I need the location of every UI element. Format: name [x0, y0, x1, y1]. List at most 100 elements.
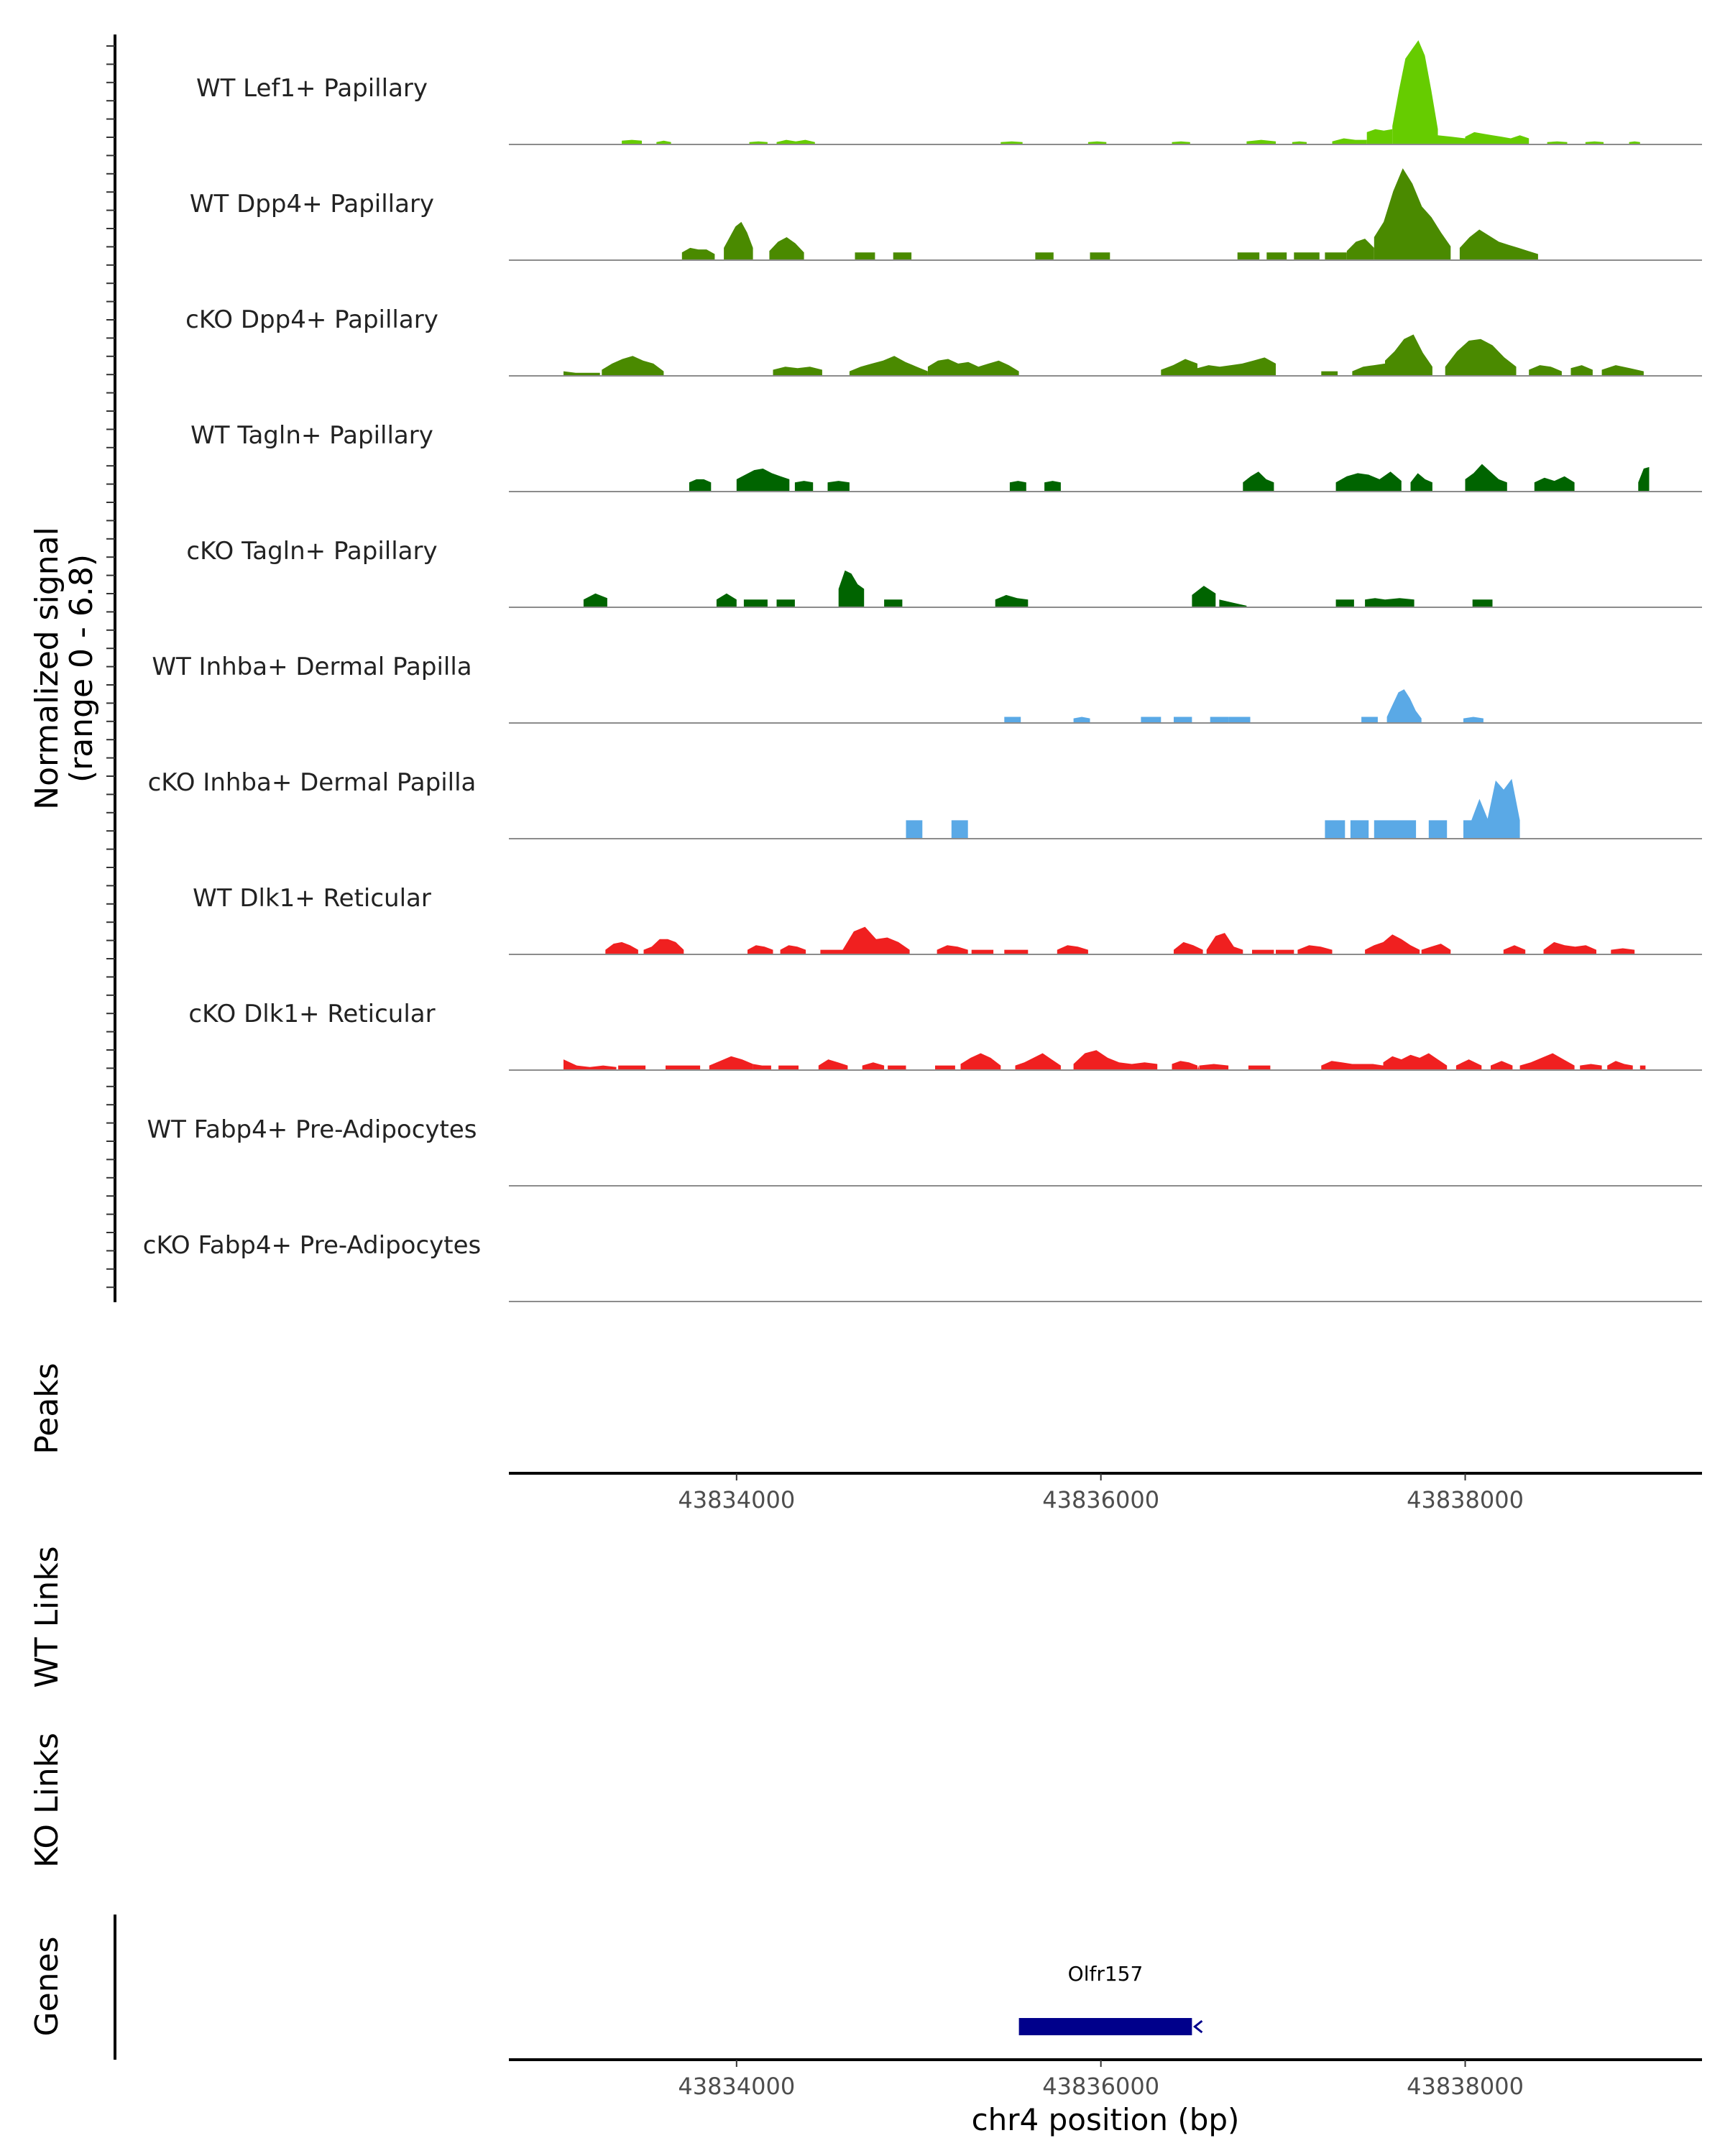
coverage-peak — [1090, 252, 1110, 260]
coverage-peak — [1465, 464, 1507, 492]
coverage-peak — [1519, 1053, 1575, 1070]
coverage-peak — [1332, 138, 1367, 144]
coverage-peak — [748, 945, 773, 954]
coverage-peak — [1073, 1050, 1119, 1070]
coverage-peak — [743, 599, 768, 607]
track-label: cKO Inhba+ Dermal Papilla — [148, 768, 477, 797]
coverage-peak — [1321, 371, 1338, 376]
coverage-peak — [602, 356, 664, 376]
track-2: cKO Dpp4+ Papillary — [185, 305, 1702, 377]
coverage-peak — [1383, 1053, 1448, 1070]
coverage-peak — [769, 237, 804, 260]
coverage-peak — [1374, 820, 1417, 839]
track-0: WT Lef1+ Papillary — [196, 40, 1702, 145]
coverage-peak — [1119, 1062, 1158, 1070]
x-tick-label: 43836000 — [1042, 2073, 1159, 2100]
coverage-peak — [1246, 139, 1276, 144]
coverage-peak — [1374, 168, 1451, 260]
coverage-peak — [906, 820, 923, 839]
coverage-peak — [1547, 141, 1568, 144]
coverage-peak — [778, 1065, 799, 1070]
coverage-peak — [776, 599, 795, 607]
coverage-y-ticks — [106, 45, 115, 1289]
coverage-peak — [689, 479, 712, 492]
coverage-peak — [1219, 599, 1247, 607]
coverage-peak — [827, 481, 850, 492]
coverage-peak — [1276, 949, 1294, 954]
gene-label: Olfr157 — [1068, 1962, 1144, 1986]
coverage-peak — [1410, 473, 1432, 492]
x-tick-label: 43838000 — [1407, 2073, 1524, 2100]
coverage-peak — [1174, 941, 1203, 954]
coverage-peak — [1534, 476, 1575, 492]
coverage-peak — [884, 599, 903, 607]
coverage-peak — [1057, 945, 1088, 954]
coverage-peak — [1294, 252, 1320, 260]
coverage-peak — [618, 1065, 646, 1070]
track-4: cKO Tagln+ Papillary — [186, 537, 1702, 608]
track-10: cKO Fabp4+ Pre-Adipocytes — [143, 1231, 1702, 1302]
x-tick-label: 43838000 — [1407, 1486, 1524, 1514]
track-label: cKO Dpp4+ Papillary — [185, 305, 438, 334]
track-label: WT Tagln+ Papillary — [190, 421, 433, 450]
coverage-peak — [1197, 357, 1276, 376]
coverage-peak — [1463, 717, 1484, 723]
coverage-peak — [1228, 717, 1251, 723]
coverage-peak — [1459, 229, 1538, 260]
coverage-peak — [818, 1059, 848, 1070]
coverage-peak — [1141, 717, 1162, 723]
coverage-peak — [1455, 1059, 1482, 1070]
coverage-peak — [1210, 717, 1229, 723]
track-1: WT Dpp4+ Papillary — [190, 168, 1702, 261]
coverage-peak — [1172, 1061, 1197, 1070]
coverage-peak — [820, 926, 910, 954]
coverage-peak — [888, 1065, 906, 1070]
coverage-peak — [780, 945, 806, 954]
coverage-peak — [1365, 934, 1420, 954]
track-label: WT Inhba+ Dermal Papilla — [152, 653, 472, 681]
track-label: WT Lef1+ Papillary — [196, 74, 428, 103]
coverage-peak — [1197, 1065, 1200, 1070]
strand-arrow-icon — [1192, 2019, 1203, 2034]
coverage-peak — [1428, 820, 1448, 839]
coverage-peak — [1386, 689, 1422, 723]
genes-x-axis: 43834000 43836000 43838000 — [678, 2060, 1524, 2100]
coverage-peak — [855, 252, 875, 260]
coverage-peak — [1361, 717, 1378, 723]
coverage-peak — [935, 1065, 955, 1070]
coverage-peak — [862, 1062, 885, 1070]
x-axis-title: chr4 position (bp) — [972, 2102, 1240, 2137]
peaks-x-axis: 43834000 43836000 43838000 — [678, 1473, 1524, 1514]
coverage-peak — [709, 1056, 753, 1070]
coverage-peak — [1570, 365, 1593, 376]
coverage-peak — [1292, 141, 1307, 144]
coverage-peak — [1346, 239, 1374, 260]
coverage-peak — [1073, 717, 1090, 723]
coverage-peak — [1252, 949, 1274, 954]
coverage-peak — [838, 570, 865, 607]
coverage-peak — [605, 941, 638, 954]
ko-links-panel-label: KO Links — [29, 1733, 65, 1868]
coverage-peak — [1237, 252, 1260, 260]
track-label: WT Dlk1+ Reticular — [193, 884, 431, 913]
coverage-peak — [564, 1059, 617, 1070]
coverage-peak — [1325, 820, 1346, 839]
coverage-peak — [564, 371, 600, 376]
coverage-peak — [1607, 1061, 1633, 1070]
coverage-peak — [1465, 132, 1530, 144]
coverage-peak — [995, 594, 1029, 607]
coverage-peak — [1385, 334, 1432, 376]
coverage-peak — [1325, 252, 1347, 260]
track-3: WT Tagln+ Papillary — [190, 421, 1702, 492]
y-axis-range: (range 0 - 6.8) — [63, 554, 100, 783]
track-7: WT Dlk1+ Reticular — [193, 884, 1702, 955]
coverage-peak — [1611, 948, 1635, 954]
coverage-peak — [1365, 598, 1385, 607]
track-label: WT Fabp4+ Pre-Adipocytes — [147, 1115, 477, 1144]
coverage-peak — [1206, 933, 1243, 954]
coverage-peak — [1463, 778, 1520, 839]
coverage-peak — [1004, 949, 1029, 954]
coverage-peak — [1445, 338, 1517, 376]
coverage-peak — [971, 949, 994, 954]
coverage-peak — [724, 221, 753, 260]
